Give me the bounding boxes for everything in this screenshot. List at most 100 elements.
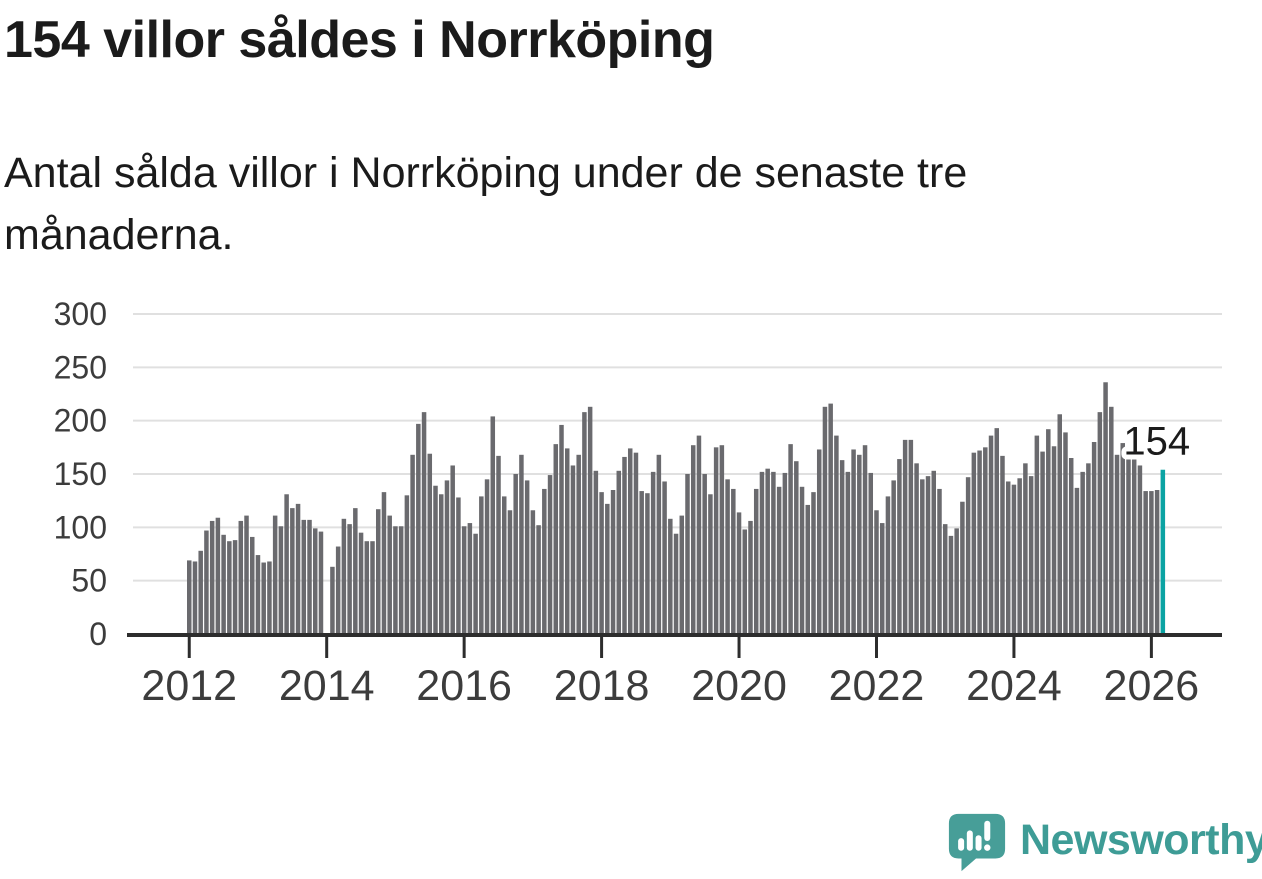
bar <box>868 472 874 635</box>
bar <box>696 435 702 635</box>
bar <box>891 480 896 635</box>
bar <box>742 529 748 635</box>
bar <box>496 455 501 635</box>
bar <box>341 518 347 635</box>
bar <box>1000 455 1005 635</box>
bar <box>318 531 324 635</box>
bar <box>542 488 547 635</box>
bar <box>227 541 232 635</box>
bar <box>204 530 209 635</box>
y-axis-label: 50 <box>71 563 107 599</box>
bar <box>971 452 977 635</box>
bar <box>479 496 484 635</box>
bar <box>238 520 244 635</box>
bar <box>1109 406 1114 635</box>
bar <box>977 450 982 635</box>
bar <box>1063 432 1068 635</box>
bar <box>708 494 713 635</box>
bar <box>284 494 289 635</box>
bar <box>347 524 352 635</box>
y-axis-label: 0 <box>89 616 107 652</box>
bar <box>834 435 839 635</box>
bar <box>1143 491 1148 635</box>
bar <box>261 562 266 635</box>
bar <box>954 528 959 635</box>
bar <box>1149 491 1154 635</box>
bar <box>782 472 788 635</box>
chart-subtitle: Antal sålda villor i Norrköping under de… <box>4 149 968 260</box>
bar <box>1034 435 1040 635</box>
bar <box>1046 429 1051 635</box>
bar <box>731 488 736 635</box>
bar <box>1005 481 1011 635</box>
bar <box>433 485 438 635</box>
bar <box>187 560 192 635</box>
bar <box>444 480 450 635</box>
bar <box>330 566 335 635</box>
bar <box>484 479 490 635</box>
bar <box>192 561 198 635</box>
bar <box>198 550 203 635</box>
bar <box>942 524 948 635</box>
bar <box>421 412 427 635</box>
bar <box>948 535 954 635</box>
bar <box>593 470 599 635</box>
bar <box>685 474 690 635</box>
bar <box>920 479 925 635</box>
bar <box>461 526 467 635</box>
bar <box>290 508 295 635</box>
exclamation-dot-glyph <box>984 844 991 851</box>
y-axis-label: 150 <box>54 456 107 492</box>
bar <box>1137 465 1143 635</box>
bar <box>1154 490 1160 635</box>
bar <box>1028 476 1034 635</box>
bar <box>1051 446 1057 635</box>
bar <box>656 454 662 635</box>
bar <box>250 536 255 635</box>
bar <box>267 561 272 635</box>
bar <box>1126 451 1131 635</box>
bar-glyph-3 <box>975 835 982 851</box>
x-axis-label: 2012 <box>141 662 237 710</box>
bar <box>576 454 581 635</box>
bar <box>1080 471 1085 635</box>
x-axis-label: 2016 <box>416 662 512 710</box>
bar <box>1011 484 1017 635</box>
brand-footer: Newsworthy <box>946 810 1262 876</box>
bar <box>1057 414 1062 635</box>
bar <box>662 481 667 635</box>
bar <box>616 470 622 635</box>
bar <box>799 486 805 635</box>
bar-glyph-2 <box>966 830 973 851</box>
latest-value-label: 154 <box>1123 420 1190 464</box>
bar <box>771 471 776 635</box>
bar <box>639 491 644 635</box>
bar <box>375 509 381 635</box>
bar <box>605 503 610 635</box>
bar <box>1074 487 1080 635</box>
x-axis-label: 2024 <box>966 662 1062 710</box>
bar <box>1103 382 1108 635</box>
bar <box>467 523 473 635</box>
chart-title: 154 villor såldes i Norrköping <box>4 11 715 69</box>
bar <box>536 525 541 635</box>
bar <box>702 474 707 635</box>
bar <box>776 486 782 635</box>
bar <box>1086 463 1091 635</box>
x-axis-label: 2022 <box>829 662 925 710</box>
bar <box>353 508 358 635</box>
bar <box>719 445 725 635</box>
bar <box>393 526 398 635</box>
bar <box>627 448 633 635</box>
bar <box>599 492 604 635</box>
bar <box>645 493 650 635</box>
bar <box>387 515 392 635</box>
bar <box>885 496 891 635</box>
bar <box>301 519 307 635</box>
bar <box>278 526 284 635</box>
bar <box>805 504 811 635</box>
bar <box>673 533 679 635</box>
bar <box>1120 443 1125 635</box>
bar <box>312 528 318 635</box>
bar <box>490 416 496 635</box>
